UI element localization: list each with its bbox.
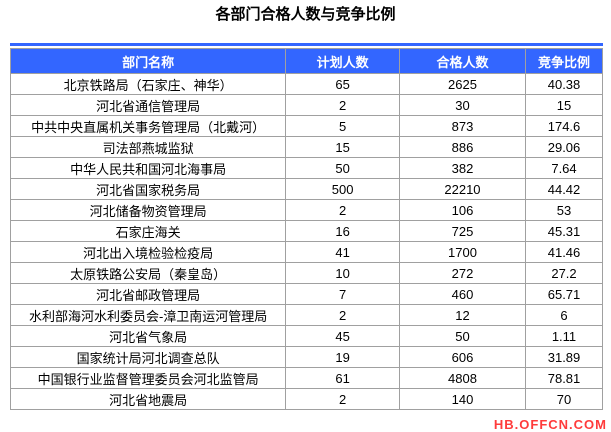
page-title: 各部门合格人数与竞争比例 — [215, 6, 396, 23]
table-row: 河北省邮政管理局 7 460 65.71 — [9, 283, 603, 305]
table-cell: 45 — [285, 325, 400, 347]
table-cell: 78.81 — [525, 367, 603, 389]
table-cell: 国家统计局河北调查总队 — [9, 346, 287, 368]
table-cell: 2 — [285, 388, 400, 410]
table-cell: 4808 — [398, 367, 527, 389]
table-row: 河北省气象局 45 50 1.11 — [9, 325, 603, 347]
table-cell: 272 — [398, 262, 527, 284]
column-header: 竞争比例 — [525, 48, 603, 74]
table-cell: 27.2 — [525, 262, 603, 284]
table-cell: 41.46 — [525, 241, 603, 263]
page: 各部门合格人数与竞争比例 部门名称 计划人数 合格人数 竞争比例 北京铁路局（石家庄、… — [0, 6, 611, 432]
table-cell: 2625 — [398, 73, 527, 95]
departments-table: 部门名称 计划人数 合格人数 竞争比例 北京铁路局（石家庄、神华） 65 2625 40.3… — [9, 48, 603, 410]
table-cell: 30 — [398, 94, 527, 116]
table-cell: 106 — [398, 199, 527, 221]
table-cell: 2 — [285, 304, 400, 326]
table-cell: 7 — [285, 283, 400, 305]
table-cell: 50 — [285, 157, 400, 179]
table-cell: 中国银行业监督管理委员会河北监管局 — [9, 367, 287, 389]
table-header: 部门名称 计划人数 合格人数 竞争比例 — [9, 48, 603, 74]
table-row: 河北出入境检验检疫局 41 1700 41.46 — [9, 241, 603, 263]
table-header-row: 部门名称 计划人数 合格人数 竞争比例 — [9, 48, 603, 74]
table-cell: 886 — [398, 136, 527, 158]
table-row: 国家统计局河北调查总队 19 606 31.89 — [9, 346, 603, 368]
table-cell: 500 — [285, 178, 400, 200]
table-cell: 1.11 — [525, 325, 603, 347]
table-cell: 2 — [285, 94, 400, 116]
table-cell: 40.38 — [525, 73, 603, 95]
table-cell: 水利部海河水利委员会-漳卫南运河管理局 — [9, 304, 287, 326]
table-cell: 65 — [285, 73, 400, 95]
table-cell: 50 — [398, 325, 527, 347]
table-cell: 河北出入境检验检疫局 — [9, 241, 287, 263]
table-cell: 司法部燕城监狱 — [9, 136, 287, 158]
table-cell: 15 — [285, 136, 400, 158]
column-header: 合格人数 — [398, 48, 527, 74]
column-header: 计划人数 — [285, 48, 400, 74]
table-cell: 140 — [398, 388, 527, 410]
table-body: 北京铁路局（石家庄、神华） 65 2625 40.38 河北省通信管理局 2 30 15 中共中… — [9, 73, 603, 410]
table-cell: 河北省邮政管理局 — [9, 283, 287, 305]
table-cell: 873 — [398, 115, 527, 137]
table-cell: 382 — [398, 157, 527, 179]
table-row: 河北省国家税务局 500 22210 44.42 — [9, 178, 603, 200]
table-row: 河北储备物资管理局 2 106 53 — [9, 199, 603, 221]
table-row: 石家庄海关 16 725 45.31 — [9, 220, 603, 242]
table-cell: 石家庄海关 — [9, 220, 287, 242]
table-cell: 河北省气象局 — [9, 325, 287, 347]
table-cell: 中共中央直属机关事务管理局（北戴河） — [9, 115, 287, 137]
table-cell: 1700 — [398, 241, 527, 263]
table-cell: 61 — [285, 367, 400, 389]
table-cell: 44.42 — [525, 178, 603, 200]
table-cell: 70 — [525, 388, 603, 410]
table-row: 太原铁路公安局（秦皇岛） 10 272 27.2 — [9, 262, 603, 284]
table-cell: 7.64 — [525, 157, 603, 179]
table-cell: 5 — [285, 115, 400, 137]
table-cell: 2 — [285, 199, 400, 221]
table-cell: 北京铁路局（石家庄、神华） — [9, 73, 287, 95]
table-cell: 22210 — [398, 178, 527, 200]
table-cell: 53 — [525, 199, 603, 221]
table-cell: 中华人民共和国河北海事局 — [9, 157, 287, 179]
table-cell: 41 — [285, 241, 400, 263]
table-cell: 606 — [398, 346, 527, 368]
table-top-border — [10, 43, 603, 46]
table-row: 北京铁路局（石家庄、神华） 65 2625 40.38 — [9, 73, 603, 95]
table-cell: 65.71 — [525, 283, 603, 305]
table-row: 河北省通信管理局 2 30 15 — [9, 94, 603, 116]
table-cell: 16 — [285, 220, 400, 242]
column-header: 部门名称 — [9, 48, 287, 74]
table-row: 中共中央直属机关事务管理局（北戴河） 5 873 174.6 — [9, 115, 603, 137]
watermark: HB.OFFCN.COM — [493, 417, 607, 432]
table-cell: 河北省国家税务局 — [9, 178, 287, 200]
table-cell: 6 — [525, 304, 603, 326]
table-cell: 725 — [398, 220, 527, 242]
table-cell: 460 — [398, 283, 527, 305]
table-cell: 河北省通信管理局 — [9, 94, 287, 116]
table-cell: 45.31 — [525, 220, 603, 242]
table-row: 司法部燕城监狱 15 886 29.06 — [9, 136, 603, 158]
table-cell: 174.6 — [525, 115, 603, 137]
table-cell: 31.89 — [525, 346, 603, 368]
table-row: 中华人民共和国河北海事局 50 382 7.64 — [9, 157, 603, 179]
table-cell: 太原铁路公安局（秦皇岛） — [9, 262, 287, 284]
table-cell: 河北储备物资管理局 — [9, 199, 287, 221]
table-cell: 12 — [398, 304, 527, 326]
table-cell: 19 — [285, 346, 400, 368]
table-cell: 河北省地震局 — [9, 388, 287, 410]
table-cell: 29.06 — [525, 136, 603, 158]
table-row: 河北省地震局 2 140 70 — [9, 388, 603, 410]
table-row: 中国银行业监督管理委员会河北监管局 61 4808 78.81 — [9, 367, 603, 389]
table-row: 水利部海河水利委员会-漳卫南运河管理局 2 12 6 — [9, 304, 603, 326]
table-cell: 15 — [525, 94, 603, 116]
table-cell: 10 — [285, 262, 400, 284]
